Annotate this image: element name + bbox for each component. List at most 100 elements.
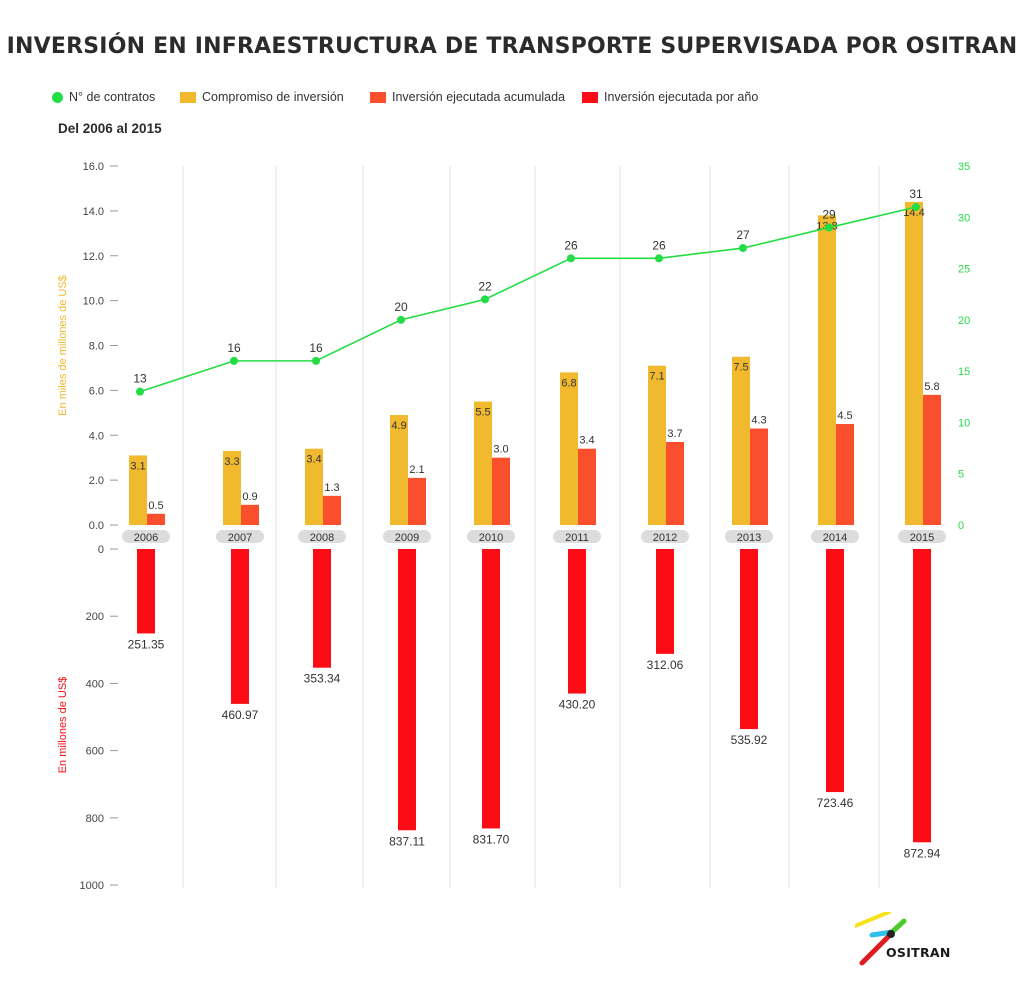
year-pill	[898, 530, 946, 543]
data-label-contratos: 20	[394, 300, 408, 314]
y-tick-label-left: 10.0	[83, 296, 104, 308]
bar-compromiso	[818, 215, 836, 526]
y-axis-label-lower: En millones de US$	[57, 677, 69, 774]
data-label-acumulada: 2.1	[409, 464, 424, 476]
legend-item-acumulada: Inversión ejecutada acumulada	[370, 90, 565, 104]
bar-compromiso	[129, 455, 147, 525]
y2-tick-label-right: 30	[958, 212, 970, 224]
data-label-por-ano: 837.11	[389, 834, 425, 848]
data-label-acumulada: 3.4	[579, 435, 594, 447]
point-contratos	[136, 387, 144, 396]
y-tick-label-left: 14.0	[83, 206, 104, 218]
data-label-contratos: 31	[909, 187, 923, 201]
logo-text: OSITRAN	[886, 945, 951, 960]
data-label-por-ano: 312.06	[647, 658, 684, 672]
data-label-por-ano: 723.46	[817, 796, 854, 810]
data-label-por-ano: 430.20	[559, 698, 596, 712]
data-label-contratos: 13	[133, 372, 147, 386]
bar-por-ano	[398, 549, 416, 831]
y2-tick-label-right: 5	[958, 469, 964, 481]
bar-acumulada	[750, 428, 768, 525]
y-tick-label-lower: 0	[98, 544, 104, 556]
bar-acumulada	[578, 448, 596, 525]
y-tick-label-left: 16.0	[83, 161, 104, 173]
legend-item-contratos: N° de contratos	[52, 90, 155, 104]
data-label-compromiso: 4.9	[391, 420, 406, 432]
bar-por-ano	[313, 549, 331, 668]
data-label-contratos: 26	[564, 238, 578, 252]
year-pill	[553, 530, 601, 543]
data-label-por-ano: 251.35	[128, 637, 165, 651]
data-label-compromiso: 5.5	[475, 407, 490, 419]
bar-compromiso	[474, 401, 492, 525]
data-label-acumulada: 3.7	[667, 428, 682, 440]
x-tick-label: 2009	[395, 532, 419, 544]
point-contratos	[912, 203, 920, 212]
bar-compromiso	[223, 450, 241, 525]
point-contratos	[230, 356, 238, 365]
bar-por-ano	[740, 549, 758, 730]
legend-swatch-contratos	[52, 91, 63, 103]
y-tick-label-lower: 200	[86, 611, 104, 623]
legend-label-por-ano: Inversión ejecutada por año	[604, 90, 759, 104]
x-tick-label: 2015	[910, 532, 934, 544]
y-axis-label-upper: En miles de millones de US$	[57, 275, 69, 416]
y-tick-label-left: 4.0	[89, 430, 104, 442]
bar-por-ano	[656, 549, 674, 654]
bar-compromiso	[732, 356, 750, 525]
ositran-logo-icon	[855, 912, 907, 966]
data-label-contratos: 26	[652, 238, 666, 252]
x-tick-label: 2012	[653, 532, 677, 544]
line-contratos	[139, 206, 917, 393]
bar-por-ano	[137, 549, 155, 634]
y-tick-label-lower: 400	[86, 678, 104, 690]
bar-acumulada	[666, 441, 684, 525]
bar-compromiso	[905, 201, 923, 525]
legend-label-compromiso: Compromiso de inversión	[202, 90, 344, 104]
bar-acumulada	[408, 477, 426, 525]
y-tick-label-left: 0.0	[89, 520, 104, 532]
point-contratos	[825, 223, 833, 232]
year-pill	[298, 530, 346, 543]
y2-tick-label-right: 25	[958, 264, 970, 276]
bar-por-ano	[826, 549, 844, 793]
data-label-contratos: 22	[478, 279, 492, 293]
x-tick-label: 2013	[737, 532, 761, 544]
bar-por-ano	[913, 549, 931, 843]
data-label-contratos: 16	[227, 341, 241, 355]
bar-acumulada	[323, 495, 341, 525]
x-tick-label: 2011	[565, 532, 589, 544]
x-tick-label: 2010	[479, 532, 503, 544]
bar-acumulada	[923, 394, 941, 525]
legend-swatch-por-ano	[582, 91, 598, 103]
y2-tick-label-right: 20	[958, 315, 970, 327]
bar-acumulada	[147, 513, 165, 525]
data-label-acumulada: 0.9	[242, 491, 257, 503]
data-label-por-ano: 872.94	[904, 846, 941, 860]
chart-subtitle: Del 2006 al 2015	[58, 121, 162, 136]
year-pill	[811, 530, 859, 543]
year-pill	[216, 530, 264, 543]
y-tick-label-left: 12.0	[83, 251, 104, 263]
bar-acumulada	[241, 504, 259, 525]
data-label-contratos: 16	[309, 341, 323, 355]
legend-item-compromiso: Compromiso de inversión	[180, 90, 344, 104]
data-label-acumulada: 4.5	[837, 410, 852, 422]
x-tick-label: 2006	[134, 532, 158, 544]
x-tick-label: 2014	[823, 532, 847, 544]
bar-por-ano	[482, 549, 500, 829]
y2-tick-label-right: 15	[958, 366, 970, 378]
data-label-contratos: 29	[822, 208, 836, 222]
bar-por-ano	[568, 549, 586, 694]
year-pill	[467, 530, 515, 543]
data-label-por-ano: 831.70	[473, 832, 510, 846]
year-pill	[725, 530, 773, 543]
legend-swatch-acumulada	[370, 91, 386, 103]
data-label-por-ano: 353.34	[304, 672, 341, 686]
legend-item-por-ano: Inversión ejecutada por año	[582, 90, 758, 104]
legend-label-contratos: N° de contratos	[69, 90, 156, 104]
data-label-acumulada: 4.3	[751, 415, 766, 427]
bar-compromiso	[560, 372, 578, 525]
data-label-compromiso: 14.4	[903, 207, 924, 219]
